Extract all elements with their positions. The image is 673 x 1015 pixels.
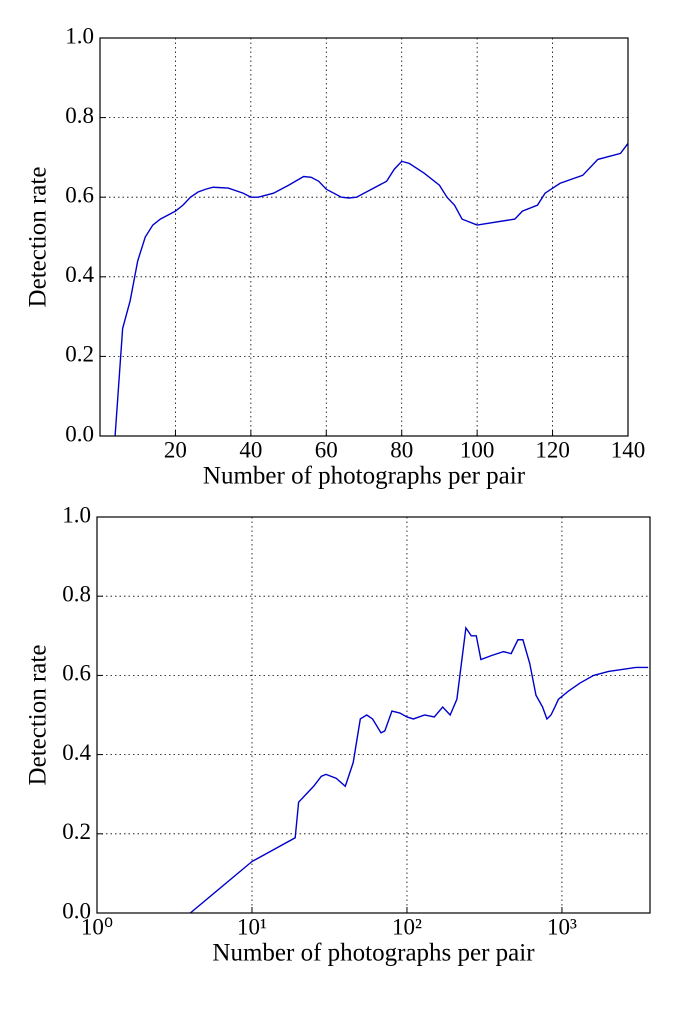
- y-tick-label: 0.0: [62, 898, 91, 923]
- data-line: [189, 625, 649, 914]
- x-tick-label: 120: [535, 437, 570, 462]
- y-axis-label: Detection rate: [25, 645, 52, 786]
- y-tick-label: 0.8: [65, 103, 94, 128]
- y-axis-label: Detection rate: [25, 167, 52, 308]
- x-tick-label: 10⁰: [81, 914, 113, 939]
- x-axis-label: Number of photographs per pair: [203, 463, 526, 490]
- y-tick-label: 0.2: [62, 819, 91, 844]
- x-tick-label: 40: [239, 437, 262, 462]
- y-tick-label: 1.0: [65, 23, 94, 48]
- x-tick-label: 140: [611, 437, 646, 462]
- y-tick-label: 0.0: [65, 421, 94, 446]
- x-axis-label: Number of photographs per pair: [212, 940, 535, 967]
- x-tick-label: 20: [164, 437, 187, 462]
- y-tick-label: 0.6: [65, 182, 94, 207]
- x-tick-label: 10³: [547, 914, 577, 939]
- x-tick-label: 60: [315, 437, 338, 462]
- x-tick-label: 100: [460, 437, 495, 462]
- y-tick-label: 1.0: [62, 502, 91, 527]
- y-tick-label: 0.4: [65, 262, 94, 287]
- x-tick-label: 10²: [392, 914, 422, 939]
- x-tick-label: 80: [390, 437, 413, 462]
- y-tick-label: 0.8: [62, 581, 91, 606]
- plot-frame: [96, 516, 651, 914]
- plot-frame: [99, 37, 629, 437]
- y-tick-label: 0.4: [62, 740, 91, 765]
- y-tick-label: 0.2: [65, 342, 94, 367]
- y-tick-label: 0.6: [62, 661, 91, 686]
- x-tick-label: 10¹: [237, 914, 267, 939]
- data-line: [114, 143, 629, 437]
